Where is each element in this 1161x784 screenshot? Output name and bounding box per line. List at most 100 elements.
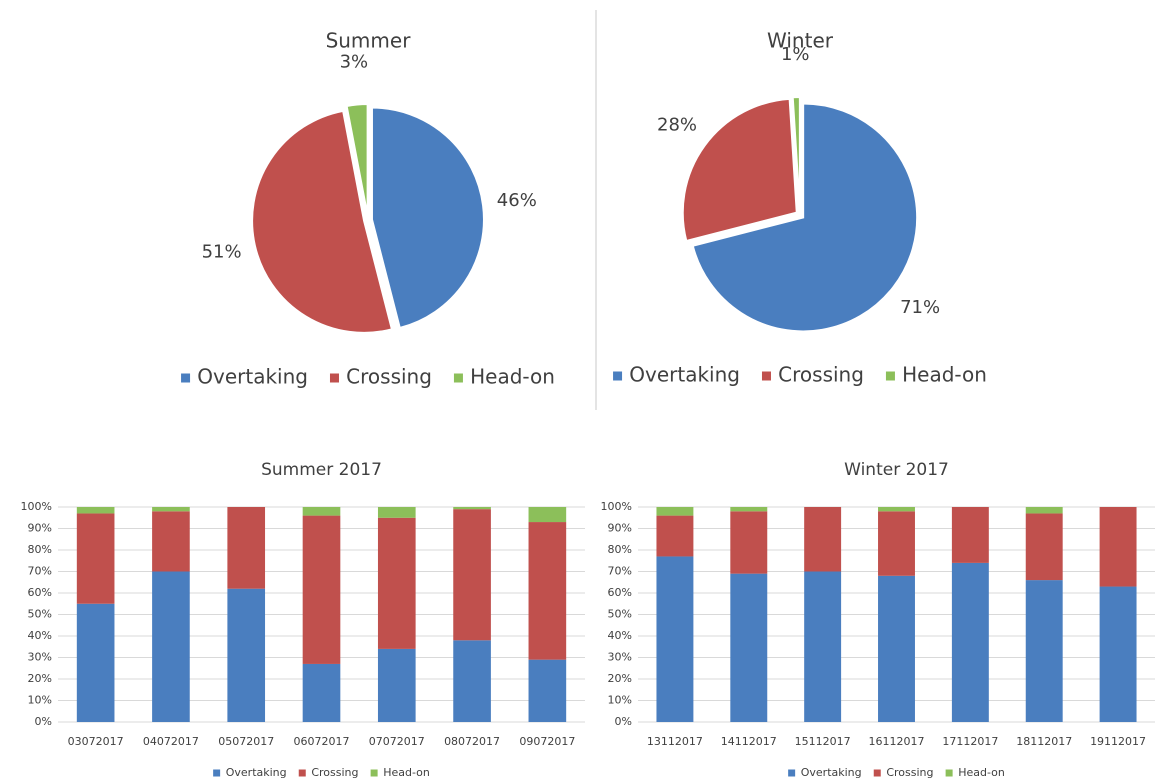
bar-segment	[878, 507, 915, 512]
x-tick-label: 18112017	[1016, 735, 1072, 748]
y-tick-label: 90%	[28, 522, 52, 535]
chart-title: Summer 2017	[261, 460, 382, 480]
y-tick-label: 80%	[608, 543, 632, 556]
chart-title: Winter	[767, 29, 834, 53]
legend-label: Overtaking	[629, 363, 740, 387]
y-tick-label: 40%	[28, 629, 52, 642]
y-tick-label: 70%	[608, 565, 632, 578]
bar-segment	[951, 507, 989, 563]
bar-segment	[1025, 513, 1063, 581]
bar-segment	[528, 522, 567, 660]
x-tick-label: 09072017	[519, 735, 575, 748]
bar-segment	[804, 571, 842, 722]
bar-segment	[804, 507, 842, 572]
data-label: 28%	[657, 115, 697, 136]
y-tick-label: 60%	[608, 586, 632, 599]
bar-segment	[152, 511, 190, 572]
data-label: 46%	[497, 190, 537, 211]
x-tick-label: 15112017	[795, 735, 851, 748]
legend-label: Overtaking	[801, 766, 862, 779]
chart-title: Summer	[326, 29, 412, 53]
legend-swatch	[213, 769, 221, 777]
x-tick-label: 05072017	[218, 735, 274, 748]
bar-segment	[1099, 507, 1137, 587]
y-tick-label: 70%	[28, 565, 52, 578]
bar-segment	[528, 659, 567, 722]
bar-segment	[302, 507, 341, 516]
legend-swatch	[370, 769, 378, 777]
legend-label: Overtaking	[226, 766, 287, 779]
legend-swatch	[945, 769, 953, 777]
y-tick-label: 90%	[608, 522, 632, 535]
x-tick-label: 16112017	[869, 735, 925, 748]
legend-label: Crossing	[886, 766, 933, 779]
bar-segment	[227, 588, 266, 722]
pie-slice	[791, 96, 801, 212]
bar-segment	[152, 571, 190, 722]
legend-label: Crossing	[346, 365, 432, 389]
pie-slice	[681, 97, 798, 243]
y-tick-label: 60%	[28, 586, 52, 599]
y-tick-label: 100%	[601, 500, 632, 513]
legend-label: Head-on	[902, 363, 987, 387]
bar-segment	[878, 511, 915, 576]
y-tick-label: 50%	[28, 608, 52, 621]
y-tick-label: 50%	[608, 608, 632, 621]
legend-swatch	[873, 769, 881, 777]
bar-segment	[453, 509, 491, 641]
legend-swatch	[613, 371, 623, 381]
bar-segment	[76, 507, 115, 514]
pie-slice	[251, 109, 394, 334]
legend-swatch	[181, 373, 191, 383]
bar-segment	[377, 517, 416, 649]
legend-swatch	[761, 371, 771, 381]
x-tick-label: 19112017	[1090, 735, 1146, 748]
bar-segment	[302, 663, 341, 722]
bar-segment	[1099, 586, 1137, 722]
data-label: 71%	[900, 297, 940, 318]
bar-segment	[528, 507, 567, 523]
bar-segment	[377, 648, 416, 722]
x-tick-label: 17112017	[942, 735, 998, 748]
bar-segment	[302, 515, 341, 664]
legend-label: Overtaking	[197, 365, 308, 389]
bar-segment	[453, 640, 491, 722]
legend-label: Head-on	[470, 365, 555, 389]
bar-segment	[656, 515, 694, 557]
bar-segment	[951, 562, 989, 722]
pie-slice	[345, 103, 369, 217]
bar-segment	[1025, 507, 1063, 514]
bar-segment	[730, 511, 768, 574]
bar-segment	[1025, 580, 1063, 722]
x-tick-label: 06072017	[294, 735, 350, 748]
bar-segment	[656, 556, 694, 722]
chart-title: Winter 2017	[844, 460, 949, 480]
y-tick-label: 30%	[608, 651, 632, 664]
y-tick-label: 0%	[615, 715, 632, 728]
legend-swatch	[298, 769, 306, 777]
pie-slice	[691, 102, 919, 333]
pie-slice	[370, 106, 485, 330]
bar-segment	[656, 507, 694, 516]
bar-segment	[878, 575, 915, 722]
data-label: 51%	[202, 242, 242, 263]
data-label: 3%	[340, 52, 369, 73]
x-tick-label: 13112017	[647, 735, 703, 748]
y-tick-label: 100%	[21, 500, 52, 513]
y-tick-label: 30%	[28, 651, 52, 664]
bar-segment	[453, 507, 491, 510]
y-tick-label: 40%	[608, 629, 632, 642]
y-tick-label: 0%	[35, 715, 52, 728]
y-tick-label: 10%	[608, 694, 632, 707]
x-tick-label: 04072017	[143, 735, 199, 748]
bar-segment	[76, 513, 115, 604]
x-tick-label: 14112017	[721, 735, 777, 748]
legend-swatch	[329, 373, 339, 383]
y-tick-label: 20%	[28, 672, 52, 685]
bar-segment	[377, 507, 416, 518]
bar-segment	[730, 507, 768, 512]
data-label: 1%	[781, 44, 810, 65]
legend-label: Crossing	[311, 766, 358, 779]
legend-label: Head-on	[383, 766, 430, 779]
